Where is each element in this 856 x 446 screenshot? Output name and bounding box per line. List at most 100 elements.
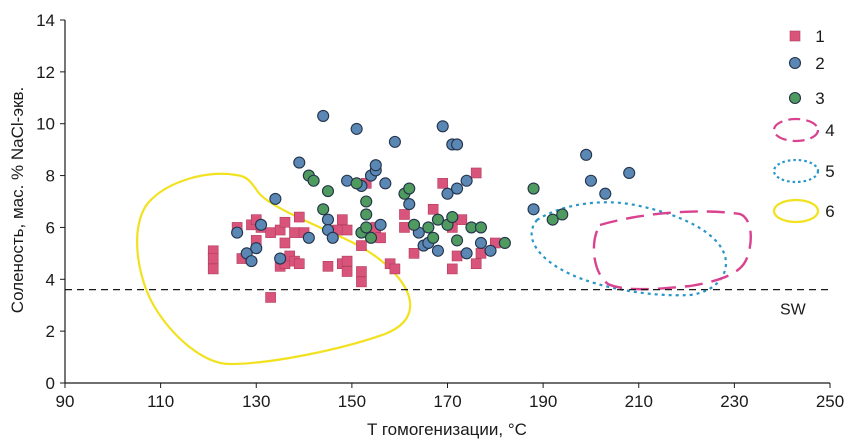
series-1-point	[293, 211, 305, 223]
series-1-point	[437, 178, 449, 189]
series-2-point	[460, 174, 473, 187]
legend-label-1: 1	[815, 27, 824, 46]
series-3-point	[546, 213, 559, 226]
series-2-point	[269, 192, 282, 205]
series-1-point	[207, 263, 219, 275]
legend-swatch-3	[788, 91, 802, 105]
axes	[64, 20, 830, 384]
series-2-point	[374, 218, 387, 231]
series-1-point	[375, 232, 386, 244]
series-2-point	[326, 231, 339, 244]
legend-label-2: 2	[815, 54, 824, 73]
series-1-point	[399, 222, 410, 233]
series-2-point	[451, 182, 464, 195]
series-2-point	[460, 247, 473, 260]
legend-label-4: 4	[825, 121, 834, 140]
series-3-point	[350, 177, 363, 190]
region-4-contour	[592, 210, 752, 291]
series-3-point	[360, 208, 373, 221]
x-ticks: 90 110 130 150 170 190 210 230 250	[56, 383, 844, 411]
series-3-point	[556, 208, 569, 221]
y-tick-label: 12	[36, 63, 55, 82]
series-3-point	[321, 185, 335, 198]
series-2-point	[474, 236, 488, 250]
legend-swatch-6	[772, 198, 820, 224]
y-tick-label: 14	[36, 11, 55, 30]
x-tick-label: 210	[625, 392, 653, 411]
series-1-point	[265, 292, 276, 303]
series-2-point	[580, 148, 593, 161]
series-3-point	[451, 234, 464, 247]
legend-swatch-1	[789, 30, 801, 42]
series-1-point	[279, 216, 291, 228]
series-1-point	[451, 250, 463, 262]
y-tick-label: 6	[46, 218, 55, 237]
series-2-point	[317, 109, 330, 122]
series-1-point	[356, 266, 367, 277]
y-tick-label: 10	[36, 115, 55, 134]
x-tick-label: 110	[147, 392, 174, 411]
series-3-point	[360, 195, 373, 208]
legend-swatch-4	[772, 117, 820, 143]
series-2-point	[369, 159, 382, 172]
series-1-point	[341, 266, 353, 277]
series-2-point	[403, 198, 416, 211]
series-1-point	[475, 248, 487, 259]
series-1-point	[408, 248, 420, 259]
x-tick-label: 150	[338, 392, 366, 411]
series-1-point	[470, 167, 482, 179]
series-2-point	[231, 226, 244, 239]
data-points	[207, 109, 636, 303]
series-2-point	[623, 166, 636, 180]
x-tick-label: 230	[720, 392, 748, 411]
y-tick-label: 0	[46, 374, 55, 393]
series-2-point	[274, 252, 287, 265]
x-tick-label: 250	[816, 392, 844, 411]
series-1-point	[456, 214, 468, 225]
y-tick-label: 4	[46, 270, 55, 289]
series-2-point	[527, 203, 540, 216]
series-2-point	[584, 174, 597, 187]
series-2-point	[484, 244, 497, 257]
series-2-point	[245, 255, 258, 268]
series-2-point	[388, 135, 401, 148]
series-3-point	[422, 221, 435, 234]
series-1-point	[341, 224, 353, 236]
series-3-point	[403, 182, 416, 195]
series-1-point	[356, 276, 367, 288]
series-1-point	[341, 255, 353, 267]
series-3-point	[364, 231, 378, 244]
series-1-point	[293, 258, 305, 270]
legend-label-3: 3	[815, 89, 824, 108]
y-axis-title: Соленость, мас. % NaCl-экв.	[8, 87, 27, 313]
x-tick-label: 170	[433, 392, 461, 411]
series-2-point	[321, 213, 335, 226]
series-2-point	[250, 242, 263, 255]
legend-label-6: 6	[825, 202, 834, 221]
series-1-point	[356, 240, 367, 251]
legend-swatch-5	[772, 158, 820, 184]
series-2-point	[379, 177, 392, 190]
y-ticks: 0 2 4 6 8 10 12 14	[36, 11, 65, 393]
region-6-contour	[136, 172, 412, 366]
series-3-point	[474, 221, 488, 234]
legend-label-5: 5	[825, 162, 834, 181]
series-1-point	[265, 227, 276, 238]
series-1-point	[279, 237, 291, 249]
series-1-point	[337, 214, 348, 225]
series-3-point	[498, 236, 511, 250]
series-1-point	[446, 263, 458, 275]
series-3-point	[446, 211, 459, 224]
series-1-point	[322, 261, 334, 272]
series-2-point	[302, 231, 315, 244]
y-tick-label: 8	[46, 167, 55, 186]
series-3-point	[307, 174, 320, 187]
x-axis-title: T гомогенизации, °C	[367, 420, 527, 439]
x-tick-label: 130	[242, 392, 270, 411]
series-3-point	[527, 182, 540, 195]
y-tick-label: 2	[46, 322, 55, 341]
series-3-point	[427, 231, 440, 244]
series-2-point	[436, 120, 449, 133]
x-tick-label: 190	[529, 392, 557, 411]
